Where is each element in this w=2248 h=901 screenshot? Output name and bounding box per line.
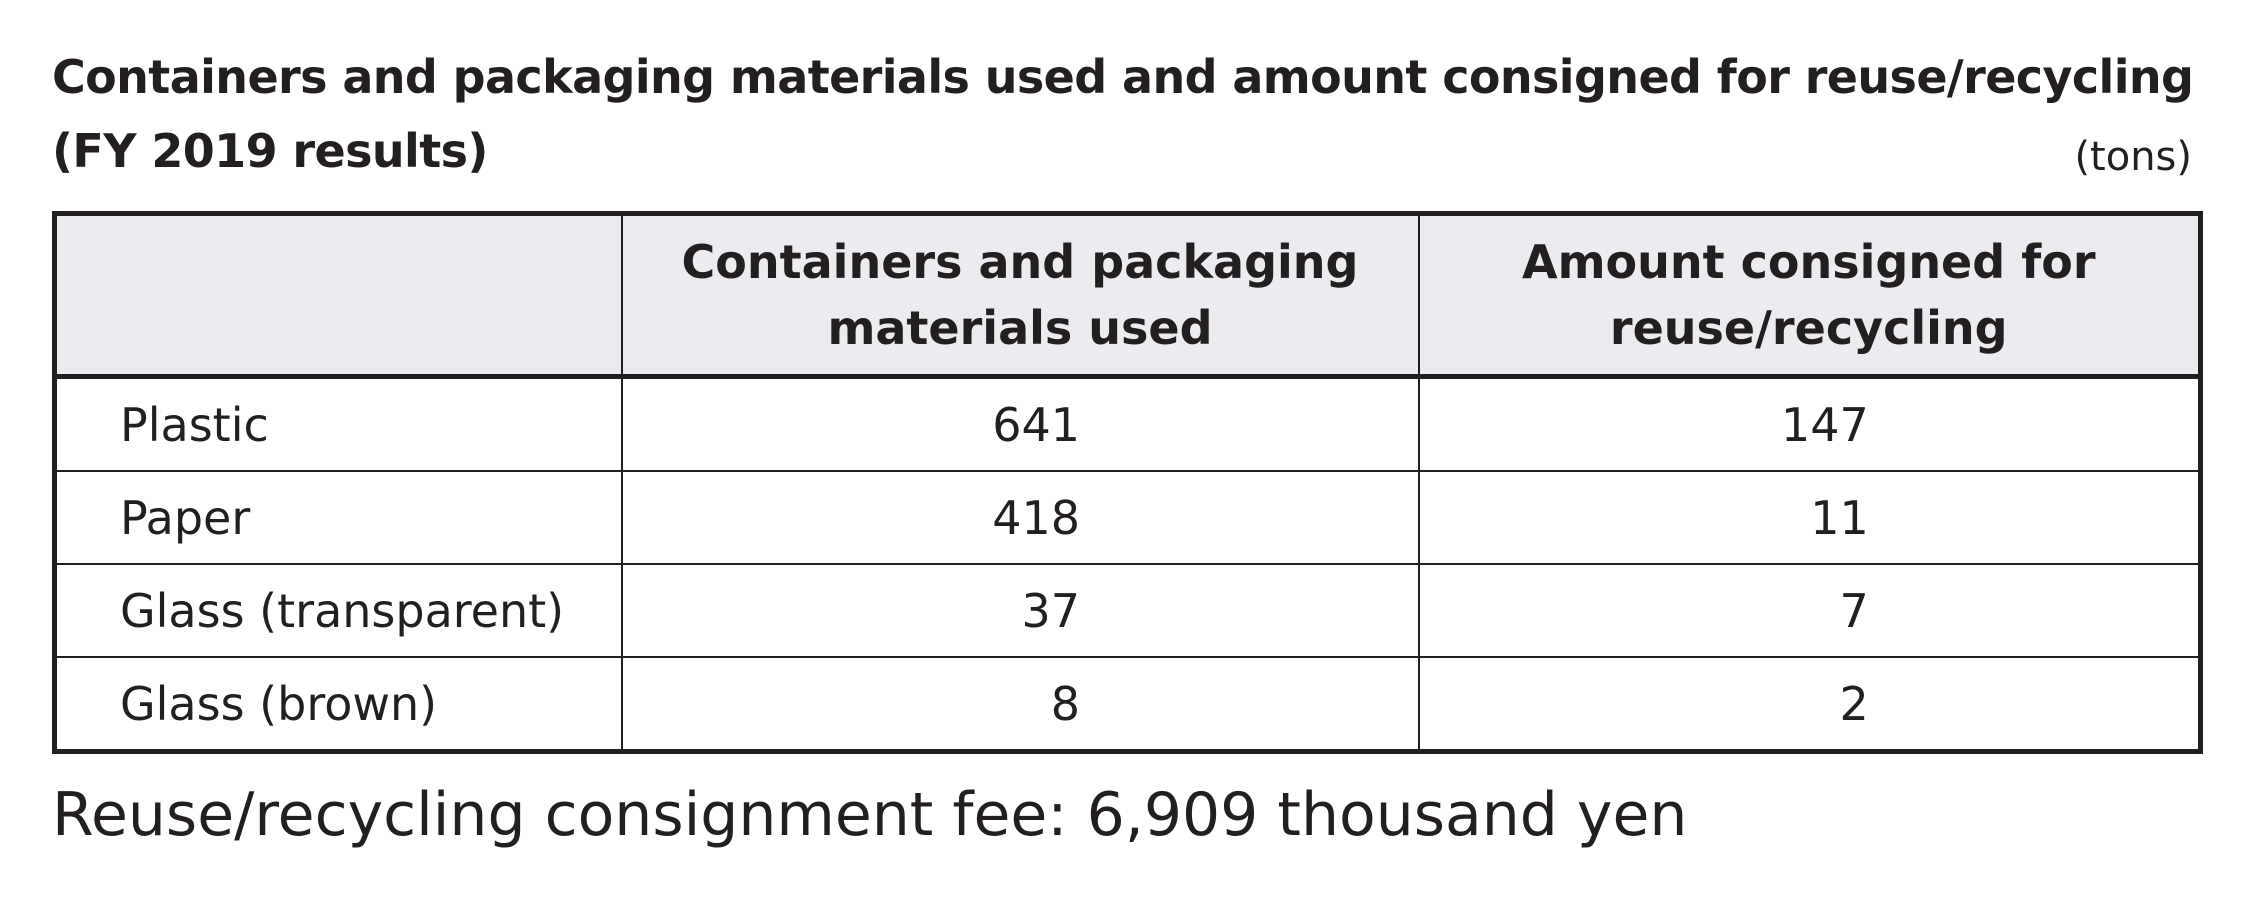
unit-label: (tons): [2074, 134, 2192, 180]
cell-used-value: 37: [1021, 583, 1080, 638]
row-label: Plastic: [120, 397, 269, 452]
header-blank: [54, 213, 622, 379]
table-row: Paper 418 11: [54, 470, 2201, 564]
cell-used-value: 418: [992, 490, 1080, 545]
table-row: Glass (transparent) 37 7: [54, 563, 2201, 657]
cell-used-value: 641: [992, 397, 1080, 452]
table-title: Containers and packaging materials used …: [52, 40, 2194, 188]
header-materials-used: Containers and packaging materials used: [620, 213, 1419, 379]
cell-used: 37: [620, 563, 1419, 657]
table-row: Plastic 641 147: [55, 376, 2201, 471]
row-label: Glass (brown): [54, 656, 622, 752]
materials-table: Containers and packaging materials used …: [52, 211, 2203, 754]
table-title-line-1: Containers and packaging materials used …: [52, 50, 2194, 104]
table-header-row: Containers and packaging materials used …: [54, 213, 2201, 379]
cell-consigned: 2: [1417, 656, 2201, 752]
cell-consigned-value: 147: [1780, 397, 1869, 452]
row-label: Paper: [54, 470, 622, 564]
cell-consigned-value: 11: [1810, 490, 1869, 545]
header-amount-consigned: Amount consigned for reuse/recycling: [1417, 213, 2201, 379]
cell-consigned-value: 2: [1839, 676, 1869, 731]
row-label: Glass (transparent): [54, 563, 622, 657]
cell-used: 8: [620, 656, 1419, 752]
cell-consigned-value: 7: [1839, 583, 1869, 638]
cell-consigned: 11: [1417, 470, 2201, 564]
cell-used-value: 8: [1050, 676, 1080, 731]
cell-used: 641: [620, 376, 1419, 471]
cell-consigned: 147: [1417, 376, 2201, 471]
table-row: Glass (brown) 8 2: [54, 656, 2201, 752]
cell-used: 418: [620, 470, 1419, 564]
consignment-fee-note: Reuse/recycling consignment fee: 6,909 t…: [52, 780, 1688, 850]
cell-consigned: 7: [1417, 563, 2201, 657]
table-title-line-2: (FY 2019 results): [52, 124, 488, 178]
